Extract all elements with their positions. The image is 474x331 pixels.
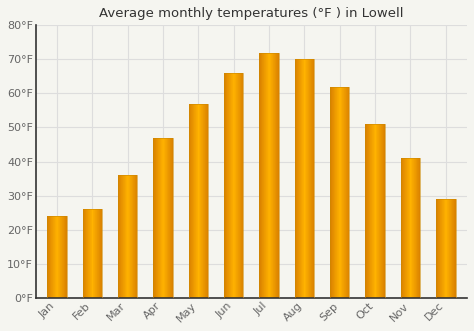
Bar	[259, 53, 279, 298]
Bar	[153, 138, 173, 298]
Bar	[118, 175, 137, 298]
Bar	[295, 59, 314, 298]
Bar	[365, 124, 385, 298]
Bar	[401, 158, 420, 298]
Bar	[47, 216, 67, 298]
Bar	[82, 209, 102, 298]
Title: Average monthly temperatures (°F ) in Lowell: Average monthly temperatures (°F ) in Lo…	[99, 7, 404, 20]
Bar	[436, 199, 456, 298]
Bar	[224, 73, 244, 298]
Bar	[330, 87, 349, 298]
Bar	[189, 104, 208, 298]
